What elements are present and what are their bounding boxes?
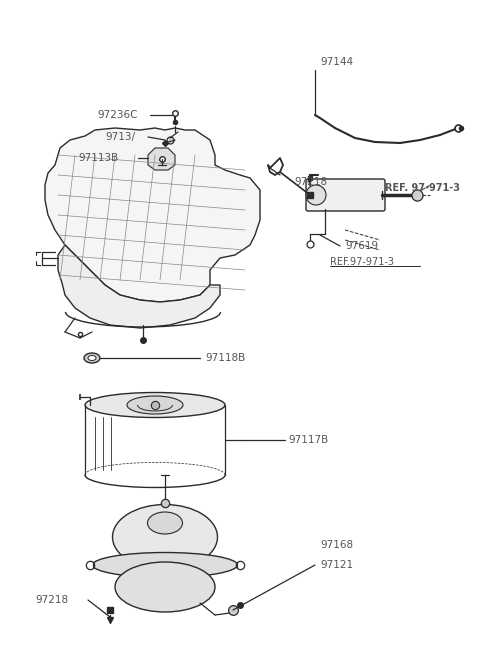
Polygon shape xyxy=(45,128,260,302)
Ellipse shape xyxy=(115,562,215,612)
Text: 97117B: 97117B xyxy=(288,435,328,445)
Text: 9713/: 9713/ xyxy=(105,132,135,142)
Text: REF. 97-971-3: REF. 97-971-3 xyxy=(385,183,460,193)
Text: 97113B: 97113B xyxy=(78,153,118,163)
Ellipse shape xyxy=(84,353,100,363)
Ellipse shape xyxy=(147,512,182,534)
Ellipse shape xyxy=(93,553,238,578)
Text: REF.97-971-3: REF.97-971-3 xyxy=(330,257,394,267)
Circle shape xyxy=(306,185,326,205)
Text: 97218: 97218 xyxy=(294,177,327,187)
Ellipse shape xyxy=(112,505,217,570)
Polygon shape xyxy=(148,148,175,170)
Text: 97619: 97619 xyxy=(345,241,378,251)
Ellipse shape xyxy=(127,396,183,414)
Text: 97118B: 97118B xyxy=(205,353,245,363)
Text: 97236C: 97236C xyxy=(97,110,137,120)
Text: 97121: 97121 xyxy=(320,560,353,570)
Text: 97218: 97218 xyxy=(35,595,68,605)
Polygon shape xyxy=(58,245,220,328)
Ellipse shape xyxy=(88,355,96,361)
FancyBboxPatch shape xyxy=(306,179,385,211)
Text: 97144: 97144 xyxy=(320,57,353,67)
Ellipse shape xyxy=(85,392,225,417)
Text: 97168: 97168 xyxy=(320,540,353,550)
